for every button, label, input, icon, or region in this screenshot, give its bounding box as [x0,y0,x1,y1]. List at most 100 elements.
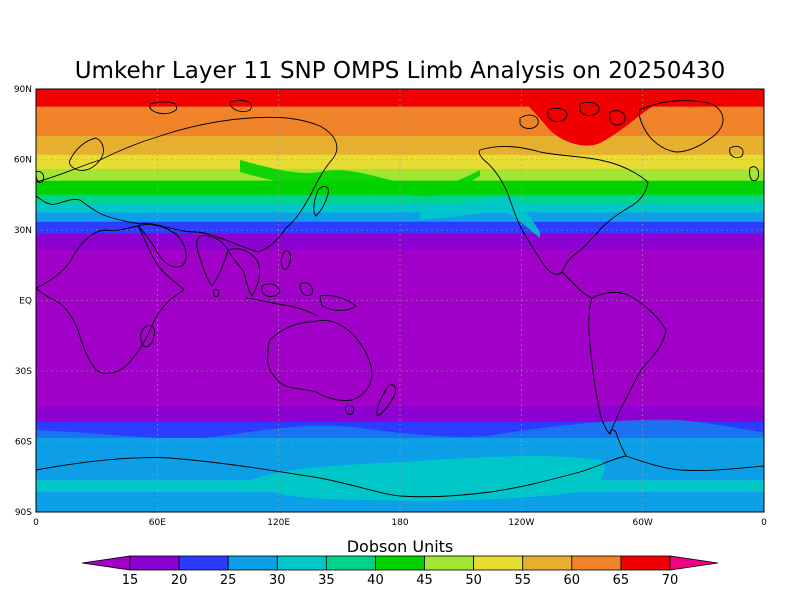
map-frame [35,88,765,513]
color-band [36,351,764,353]
color-band [36,338,764,340]
color-band [36,106,764,109]
color-band [36,143,764,145]
color-band [36,332,764,334]
colorbar-segment [227,555,278,571]
color-band [36,217,764,219]
color-band [36,342,764,345]
color-band [36,457,764,460]
color-band [36,238,764,240]
colorbar-tick-label: 50 [465,573,482,588]
color-band [36,205,764,207]
color-band [36,298,764,300]
color-band [36,453,764,455]
color-band [36,237,764,239]
color-band [36,340,764,342]
color-band [36,262,764,265]
color-band [36,200,764,203]
color-band [36,460,764,462]
color-band [36,132,764,134]
coast-central-america [561,271,593,299]
northern-wave-green [240,160,480,197]
colorbar-tick-label: 30 [269,573,286,588]
color-band [36,372,764,374]
ozone-field [36,89,764,512]
color-band [36,220,764,223]
color-band [36,137,764,139]
color-band [36,232,764,234]
coast-iceland [729,145,744,159]
color-band [36,146,764,149]
color-band [36,195,764,198]
color-band [36,452,764,454]
color-band [36,311,764,313]
lat-tick-label: 60S [15,438,32,448]
color-band [36,282,764,285]
color-band [36,318,764,320]
color-band [36,126,764,129]
color-band [36,123,764,125]
lon-tick-label: 0 [761,518,767,528]
color-band [36,218,764,220]
colorbar-tick-label: 35 [318,573,335,588]
colorbar-label: Dobson Units [347,537,454,556]
latitude-tick-labels: 90N 60N 30N EQ 30S 60S 90S [14,85,32,518]
lon-tick-label: 0 [33,518,39,528]
color-band [36,412,764,414]
color-band [36,415,764,418]
color-band [36,421,764,423]
colorbar-high-arrow [669,555,719,571]
coast-south-america [588,291,667,435]
color-band [36,172,764,174]
color-band [36,307,764,310]
color-band [36,202,764,205]
color-band [36,275,764,278]
color-band [36,366,764,368]
lat-tick-label: 30S [15,367,32,377]
color-band [36,272,764,274]
color-band [36,381,764,384]
color-band [36,352,764,354]
color-band [36,125,764,127]
color-band [36,211,764,213]
color-band [36,111,764,113]
coast-madagascar [140,324,155,348]
color-band [36,280,764,282]
color-band [36,215,764,218]
color-band [36,277,764,279]
color-band [36,206,764,208]
colorbar-tick-label: 70 [662,573,679,588]
color-band [36,278,764,280]
color-band [36,316,764,319]
color-band [36,398,764,400]
color-band [36,105,764,107]
color-band [36,287,764,290]
color-band [36,242,764,245]
coast-se-asia [227,248,261,297]
color-band [36,261,764,264]
color-band [36,455,764,458]
color-band [36,387,764,389]
color-band [36,227,764,230]
color-band [36,121,764,124]
color-band [36,112,764,114]
antarctic-ozone-high [252,456,605,501]
color-band [36,432,764,434]
europe-ozone-max [512,89,736,146]
color-band [36,380,764,382]
color-band [36,171,764,173]
color-band [36,501,764,503]
coast-indonesia [245,282,357,317]
coast-greenland [638,100,724,153]
color-band [36,418,764,420]
coast-srilanka [213,289,220,298]
color-band [36,92,764,94]
color-band [36,251,764,253]
color-band [36,386,764,388]
color-band [36,147,764,150]
color-band [36,100,764,103]
color-band [36,371,764,373]
color-band [36,396,764,399]
color-band [36,376,764,379]
color-band [36,390,764,393]
